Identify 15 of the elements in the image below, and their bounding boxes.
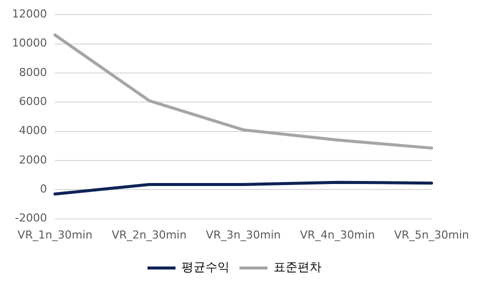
x-tick-label: VR_4n_30min xyxy=(300,228,375,242)
x-tick-label: VR_3n_30min xyxy=(206,228,281,242)
y-tick-label: 2000 xyxy=(18,153,47,166)
legend-label: 표준편차 xyxy=(274,260,322,274)
y-tick-label: 8000 xyxy=(18,66,47,79)
y-tick-label: 4000 xyxy=(18,124,47,138)
y-tick-label: 6000 xyxy=(18,94,47,108)
x-tick-label: VR_5n_30min xyxy=(394,228,470,242)
y-tick-label: 10000 xyxy=(12,36,47,50)
y-tick-label: -2000 xyxy=(15,212,47,225)
x-tick-label: VR_1n_30min xyxy=(18,228,92,242)
x-tick-label: VR_2n_30min xyxy=(112,228,187,242)
legend-label: 평균수익 xyxy=(182,260,230,274)
y-tick-label: 0 xyxy=(40,182,47,196)
y-tick-label: 12000 xyxy=(12,7,47,20)
